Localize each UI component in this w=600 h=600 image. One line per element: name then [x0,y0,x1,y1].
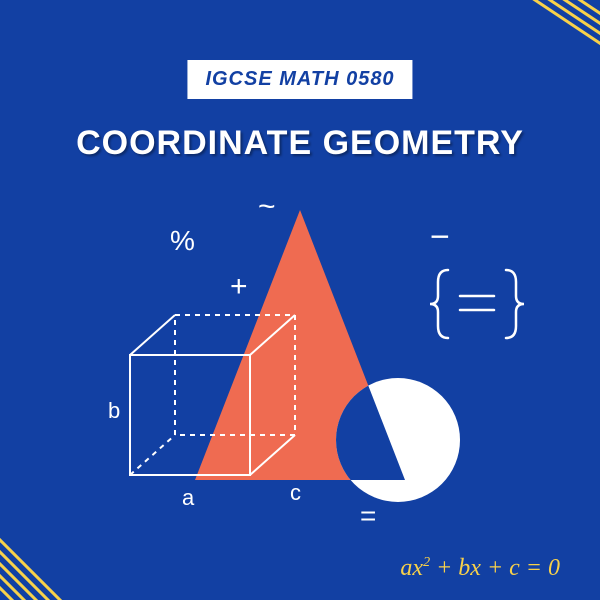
course-badge: IGCSE MATH 0580 [187,60,412,99]
eq-c: c [509,555,520,581]
geometry-illustration: ~ % + − b a c = [0,180,600,540]
eq-eq: = 0 [520,555,560,581]
quadratic-equation: ax2 + bx + c = 0 [400,555,560,582]
label-c: c [290,480,301,506]
eq-a: a [400,555,412,581]
tilde-symbol: ~ [258,190,276,224]
eq-b: b [458,555,470,581]
percent-symbol: % [170,225,195,257]
minus-symbol: − [430,218,450,257]
course-badge-text: IGCSE MATH 0580 [205,68,394,90]
corner-lines-top-right [480,0,600,100]
eq-p1: + [430,555,458,581]
eq-p2: + [481,555,509,581]
eq-x1: x [412,555,423,581]
braces-icon [430,270,524,338]
label-b: b [108,398,120,424]
label-a: a [182,485,194,511]
equals-symbol: = [360,500,376,532]
page-title: COORDINATE GEOMETRY [0,124,600,163]
eq-x2: x [470,555,481,581]
plus-symbol: + [230,270,248,304]
